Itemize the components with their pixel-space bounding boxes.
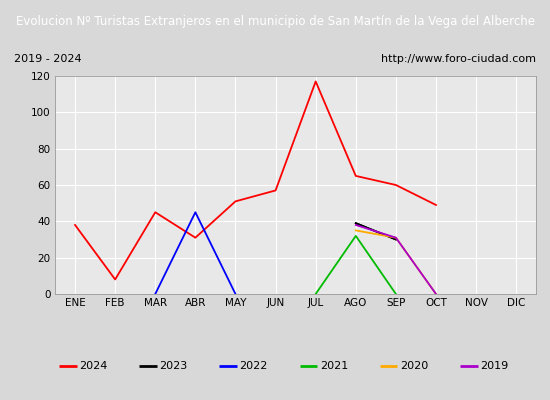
Text: 2020: 2020 — [400, 361, 428, 371]
Text: 2019: 2019 — [480, 361, 508, 371]
Text: Evolucion Nº Turistas Extranjeros en el municipio de San Martín de la Vega del A: Evolucion Nº Turistas Extranjeros en el … — [15, 14, 535, 28]
Text: 2022: 2022 — [239, 361, 268, 371]
Text: 2024: 2024 — [79, 361, 107, 371]
Text: 2021: 2021 — [320, 361, 348, 371]
Text: 2023: 2023 — [160, 361, 188, 371]
Text: 2019 - 2024: 2019 - 2024 — [14, 54, 81, 64]
Text: http://www.foro-ciudad.com: http://www.foro-ciudad.com — [381, 54, 536, 64]
